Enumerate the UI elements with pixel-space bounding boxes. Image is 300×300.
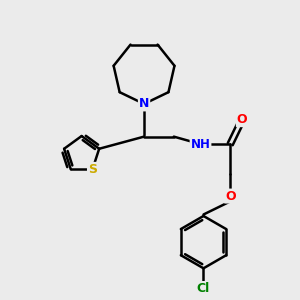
Text: O: O bbox=[225, 190, 236, 202]
Text: Cl: Cl bbox=[197, 282, 210, 295]
Text: NH: NH bbox=[190, 138, 211, 151]
Text: S: S bbox=[88, 163, 97, 176]
Text: N: N bbox=[139, 98, 149, 110]
Text: O: O bbox=[237, 113, 248, 126]
